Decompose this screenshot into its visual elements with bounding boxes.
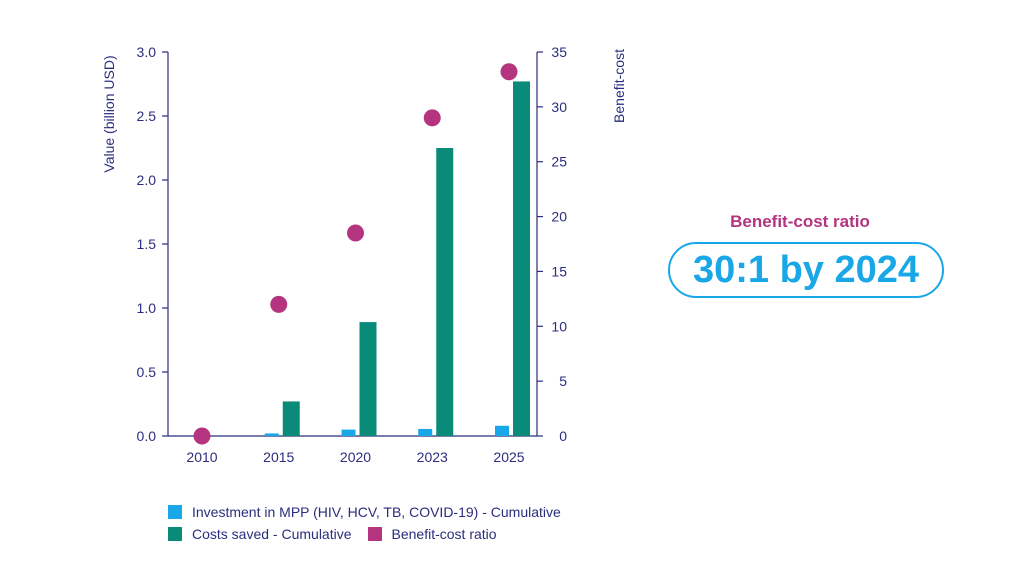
point-benefit-cost <box>194 428 211 445</box>
callout-title: Benefit-cost ratio <box>700 212 900 232</box>
left-y-axis: 0.0 0.5 1.0 1.5 2.0 2.5 3.0 <box>137 44 168 444</box>
bar-investment <box>418 429 432 436</box>
right-tick-label: 10 <box>551 318 567 334</box>
y-axis-title: Value (billion USD) <box>101 55 117 172</box>
bar-costs-saved <box>436 148 453 436</box>
callout-value-badge: 30:1 by 2024 <box>668 242 944 298</box>
right-tick-label: 35 <box>551 44 567 60</box>
x-axis: 2010 2015 2020 2023 2025 <box>168 436 537 465</box>
legend-row: Costs saved - Cumulative Benefit-cost ra… <box>168 524 577 544</box>
bar-costs-saved <box>360 322 377 436</box>
callout-value: 30:1 by 2024 <box>693 249 919 292</box>
right-tick-label: 0 <box>559 428 567 444</box>
left-tick-label: 2.0 <box>137 172 157 188</box>
point-benefit-cost <box>347 225 364 242</box>
bar-investment <box>265 433 279 436</box>
right-tick-label: 30 <box>551 99 567 115</box>
x-tick-label: 2015 <box>263 449 294 465</box>
bars-group <box>265 81 530 436</box>
left-tick-label: 2.5 <box>137 108 157 124</box>
right-tick-label: 5 <box>559 373 567 389</box>
legend-row: Investment in MPP (HIV, HCV, TB, COVID-1… <box>168 502 577 522</box>
left-tick-label: 3.0 <box>137 44 157 60</box>
bar-costs-saved <box>513 81 530 436</box>
points-group <box>194 63 518 444</box>
left-tick-label: 1.0 <box>137 300 157 316</box>
legend-label-benefit-cost: Benefit-cost ratio <box>392 526 497 542</box>
bar-investment <box>342 430 356 436</box>
left-tick-label: 0.0 <box>137 428 157 444</box>
legend-swatch-costs-saved <box>168 527 182 541</box>
legend-swatch-investment <box>168 505 182 519</box>
right-tick-label: 25 <box>551 154 567 170</box>
legend-label-costs-saved: Costs saved - Cumulative <box>192 526 352 542</box>
point-benefit-cost <box>424 109 441 126</box>
right-tick-label: 20 <box>551 209 567 225</box>
y2-axis-title: Benefit-cost <box>611 49 627 123</box>
bar-costs-saved <box>283 401 300 436</box>
left-tick-label: 0.5 <box>137 364 157 380</box>
x-tick-label: 2023 <box>417 449 448 465</box>
x-tick-label: 2020 <box>340 449 371 465</box>
legend-swatch-benefit-cost <box>368 527 382 541</box>
point-benefit-cost <box>501 63 518 80</box>
right-tick-label: 15 <box>551 263 567 279</box>
left-tick-label: 1.5 <box>137 236 157 252</box>
x-tick-label: 2025 <box>493 449 524 465</box>
legend-item-benefit-cost: Benefit-cost ratio <box>368 526 497 542</box>
x-tick-label: 2010 <box>186 449 217 465</box>
legend-item-investment: Investment in MPP (HIV, HCV, TB, COVID-1… <box>168 504 561 520</box>
legend-label-investment: Investment in MPP (HIV, HCV, TB, COVID-1… <box>192 504 561 520</box>
right-y-axis: 0 5 10 15 20 25 30 35 <box>537 44 567 444</box>
legend: Investment in MPP (HIV, HCV, TB, COVID-1… <box>168 502 577 546</box>
bar-investment <box>495 426 509 436</box>
legend-item-costs-saved: Costs saved - Cumulative <box>168 526 352 542</box>
point-benefit-cost <box>270 296 287 313</box>
